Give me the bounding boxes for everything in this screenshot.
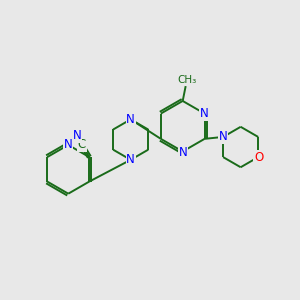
Text: N: N [126,153,135,166]
Text: N: N [126,113,135,126]
Text: CH₃: CH₃ [178,75,197,85]
Text: O: O [254,151,263,164]
Text: N: N [73,129,81,142]
Text: C: C [78,138,86,151]
Text: N: N [179,146,188,159]
Text: N: N [64,138,73,152]
Text: N: N [219,130,227,143]
Text: N: N [200,107,209,120]
